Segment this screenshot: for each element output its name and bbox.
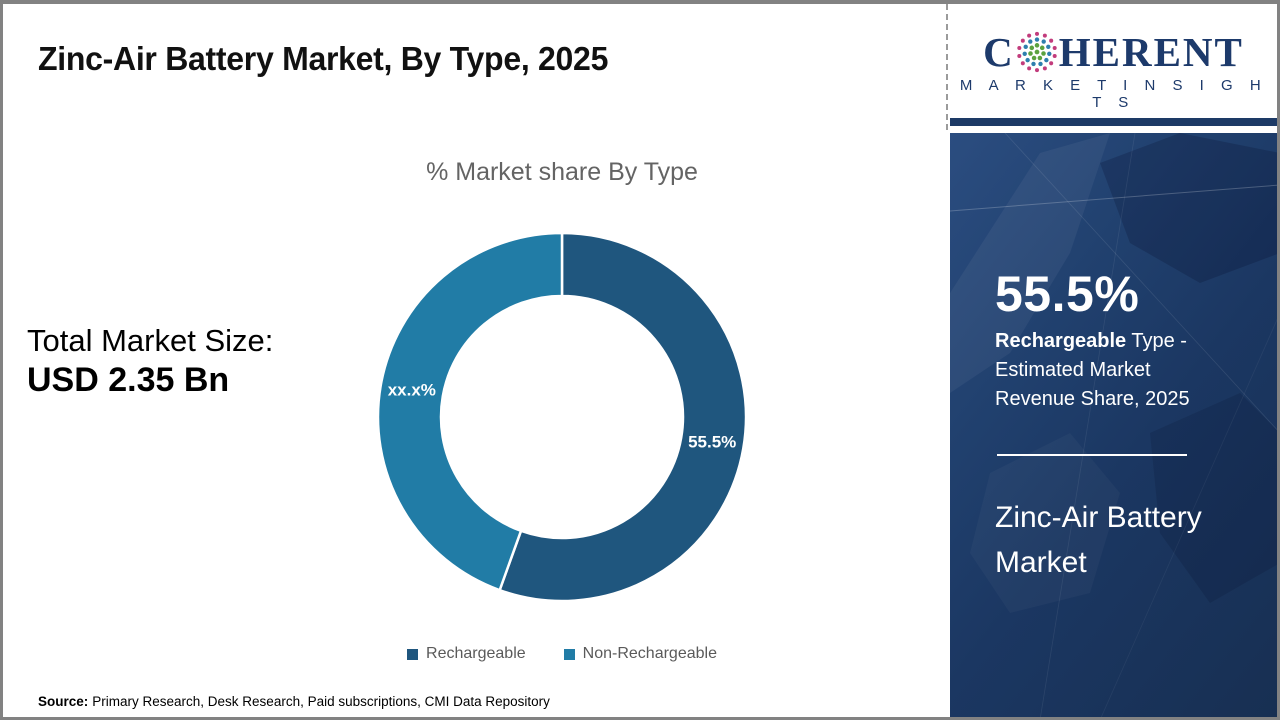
sidebar-subline-bold: Rechargeable [995, 330, 1127, 352]
brand-tagline: M A R K E T I N S I G H T S [959, 77, 1268, 111]
brand-name-prefix: C [983, 29, 1015, 75]
donut-slice-rechargeable [498, 231, 748, 603]
sidebar-product-title: Zinc-Air Battery Market [995, 501, 1202, 579]
total-market-size-label: Total Market Size: [27, 323, 274, 358]
legend-item-non-rechargeable: Non-Rechargeable [563, 645, 717, 663]
sidebar-divider [997, 454, 1187, 456]
total-market-size-value: USD 2.35 Bn [27, 361, 230, 399]
legend-swatch-rechargeable [407, 648, 419, 660]
sidebar-subline-rest: Type - Estimated Market Revenue Share, 2… [995, 330, 1190, 410]
total-market-size-block: Total Market Size: USD 2.35 Bn [27, 322, 273, 400]
chart-title: % Market share By Type [426, 158, 698, 186]
globe-icon [1017, 31, 1057, 73]
page-title: Zinc-Air Battery Market, By Type, 2025 [38, 40, 609, 77]
sidebar-top-strip [950, 118, 1280, 126]
slice-label-non-rechargeable: xx.x% [388, 380, 436, 399]
donut-slice-non-rechargeable [376, 231, 564, 592]
brand-logo: C HERENT M A R K E T I N S I G H T S [950, 28, 1277, 111]
sidebar-subline: Rechargeable Type - Estimated Market Rev… [995, 327, 1213, 414]
chart-legend: Rechargeable Non-Rechargeable [342, 645, 782, 663]
brand-name-suffix: HERENT [1058, 29, 1244, 75]
sidebar-headline: 55.5% [995, 266, 1140, 322]
donut-chart: 55.5% xx.x% [376, 231, 748, 603]
legend-label-rechargeable: Rechargeable [426, 645, 526, 662]
legend-item-rechargeable: Rechargeable [407, 645, 526, 663]
source-text: Primary Research, Desk Research, Paid su… [92, 694, 550, 709]
source-line: Source: Primary Research, Desk Research, … [38, 694, 550, 709]
sidebar-map-texture [950, 133, 1280, 720]
legend-label-non-rechargeable: Non-Rechargeable [582, 645, 717, 662]
brand-name: C HERENT [950, 28, 1277, 76]
slice-label-rechargeable: 55.5% [688, 433, 736, 452]
source-label: Source: [38, 694, 89, 709]
sidebar-panel: 55.5% Rechargeable Type - Estimated Mark… [950, 133, 1280, 720]
header-dashed-divider [946, 4, 948, 130]
legend-swatch-non-rechargeable [563, 648, 575, 660]
